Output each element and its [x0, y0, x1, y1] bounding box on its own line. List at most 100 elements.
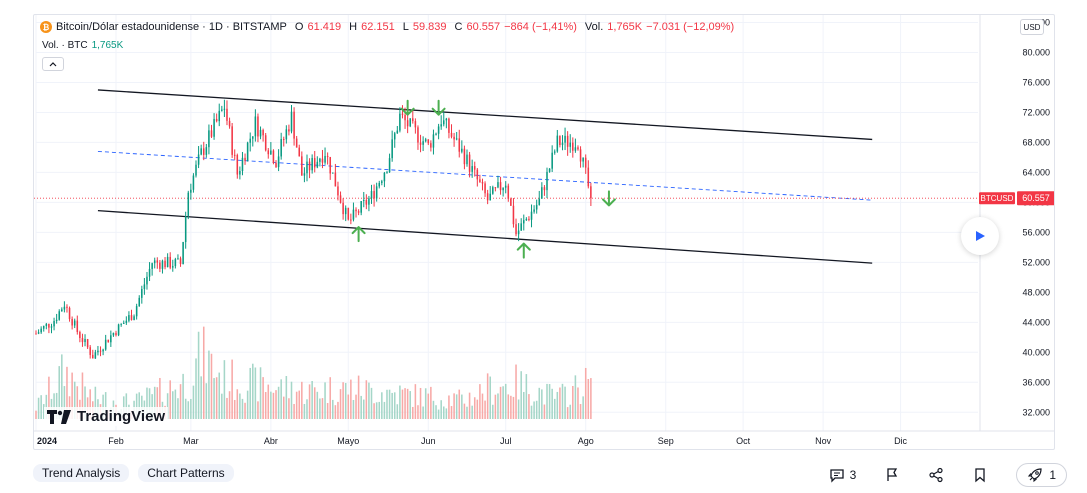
volume-bar — [319, 398, 321, 419]
volume-bar — [422, 406, 424, 419]
candle-body — [241, 157, 244, 171]
volume-bar — [533, 401, 535, 419]
candle-body — [437, 126, 440, 134]
volume-bar — [383, 401, 386, 419]
symbol-header: ₿ Bitcoin/Dólar estadounidense · 1D · BI… — [40, 21, 734, 33]
volume-bar — [590, 378, 592, 419]
candle-body — [427, 139, 430, 144]
lower-channel-trendline — [97, 209, 873, 264]
candle-body — [316, 161, 319, 168]
volume-bar — [215, 377, 218, 419]
candle-body — [81, 338, 84, 343]
boost-button[interactable]: 1 — [1016, 463, 1067, 487]
candle-body — [445, 118, 448, 121]
candle-body — [528, 218, 530, 220]
volume-bar — [548, 384, 551, 419]
candle-body — [523, 220, 525, 224]
report-button[interactable] — [884, 467, 900, 483]
candle-body — [125, 320, 128, 323]
y-tick-label: 48.000 — [1022, 287, 1050, 297]
volume-bar — [81, 372, 84, 419]
candle-body — [213, 118, 215, 137]
volume-bar — [432, 400, 435, 419]
candle-body — [517, 230, 520, 235]
y-tick-label: 64.000 — [1022, 167, 1050, 177]
volume-bar — [502, 386, 504, 419]
candle-body — [492, 187, 494, 194]
candle-body — [419, 142, 422, 145]
candle-body — [115, 332, 117, 336]
chevron-up-icon — [49, 62, 57, 67]
comments-button[interactable]: 3 — [829, 467, 856, 483]
candle-body — [246, 142, 249, 161]
candle-body — [373, 191, 375, 199]
candle-body — [461, 148, 463, 152]
volume-bar — [512, 396, 515, 419]
price-tag-symbol-bg — [979, 192, 1015, 205]
x-tick-label: Mar — [183, 436, 199, 446]
volume-bar — [504, 383, 507, 419]
candle-body — [486, 193, 489, 201]
volume-bar — [381, 392, 383, 419]
volume-bar — [326, 403, 329, 419]
open-label: O — [294, 21, 304, 33]
arrow-up-path — [516, 242, 531, 259]
close-value: 60.557 — [466, 21, 501, 33]
y-tick-label: 40.000 — [1022, 347, 1050, 357]
candle-body — [386, 172, 388, 174]
volume-bar — [523, 391, 525, 419]
candle-body — [182, 242, 184, 265]
y-tick-label: 56.000 — [1022, 227, 1050, 237]
volume-bar — [468, 392, 471, 419]
candle-body — [515, 224, 517, 235]
volume-bar — [197, 331, 200, 419]
volume-bar — [324, 382, 326, 419]
candle-body — [117, 324, 120, 336]
volume-bar — [285, 376, 288, 419]
candle-body — [130, 315, 133, 321]
candle-body — [559, 135, 561, 146]
volume-bar — [184, 398, 187, 419]
volume-bar — [55, 392, 58, 419]
candle-body — [499, 182, 502, 191]
candle-body — [502, 187, 504, 191]
symbol-title[interactable]: Bitcoin/Dólar estadounidense · 1D · BITS… — [56, 21, 287, 33]
volume-bar — [125, 393, 128, 419]
volume-bar — [344, 383, 347, 419]
play-button[interactable] — [961, 217, 999, 255]
candle-body — [510, 198, 512, 206]
x-tick-label: Oct — [736, 436, 751, 446]
candle-body — [401, 113, 404, 115]
candle-body — [53, 321, 55, 327]
candle-body — [244, 157, 246, 161]
volume-bar — [236, 389, 239, 419]
price-chart[interactable]: 84.00080.00076.00072.00068.00064.00060.0… — [34, 15, 1055, 450]
volume-bar — [138, 392, 141, 419]
volume-bar — [205, 383, 208, 419]
tag-chart-patterns[interactable]: Chart Patterns — [138, 464, 234, 482]
bookmark-button[interactable] — [972, 467, 988, 483]
x-tick-label: Ago — [578, 436, 594, 446]
currency-button[interactable]: USD — [1020, 19, 1044, 35]
candle-body — [262, 129, 264, 136]
collapse-legend-button[interactable] — [42, 57, 64, 71]
candle-body — [466, 154, 468, 165]
volume-bar — [177, 398, 179, 419]
volume-bar — [461, 394, 463, 419]
candle-body — [494, 187, 497, 189]
y-tick-label: 68.000 — [1022, 137, 1050, 147]
volume-legend[interactable]: Vol. · BTC 1,765K — [42, 40, 123, 51]
candle-body — [497, 182, 499, 188]
candle-body — [587, 167, 590, 187]
upper-channel-trendline — [97, 89, 873, 141]
candle-body — [453, 136, 455, 140]
volume-bar — [569, 404, 572, 419]
x-tick-label: 2024 — [37, 436, 57, 446]
chart-frame[interactable]: 84.00080.00076.00072.00068.00064.00060.0… — [33, 14, 1055, 450]
volume-bar — [510, 395, 512, 419]
volume-bar — [61, 354, 63, 419]
candle-body — [66, 306, 68, 308]
share-button[interactable] — [928, 467, 944, 483]
candle-body — [458, 138, 461, 152]
tag-trend-analysis[interactable]: Trend Analysis — [33, 464, 130, 482]
